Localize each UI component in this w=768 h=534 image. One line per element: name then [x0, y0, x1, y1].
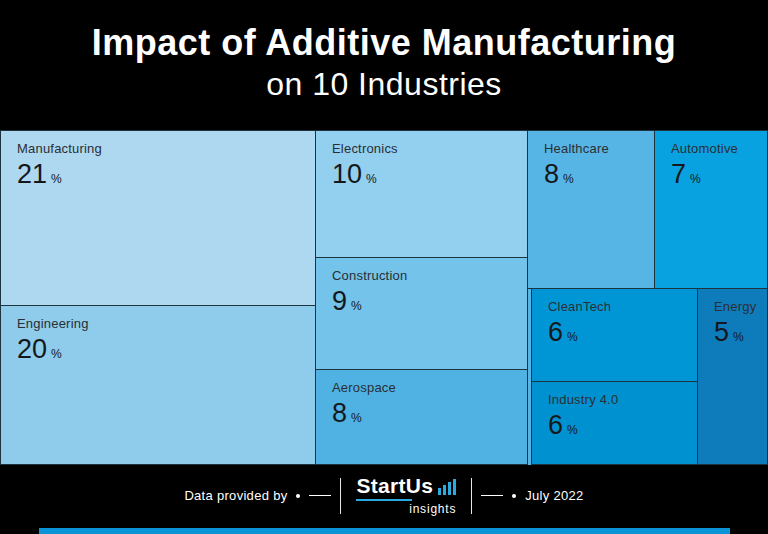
- treemap-cell-industry-40: Industry 4.0 6%: [531, 381, 698, 465]
- cell-value: 20%: [17, 336, 315, 363]
- connector-line: [309, 495, 331, 496]
- cell-value: 6%: [548, 412, 697, 439]
- page-title: Impact of Additive Manufacturing: [0, 23, 768, 63]
- cell-label: Engineering: [17, 316, 315, 331]
- treemap-cell-healthcare: Healthcare 8%: [527, 130, 655, 289]
- footer: Data provided by StartUs insights July 2…: [0, 465, 768, 534]
- logo-subtext: insights: [409, 502, 456, 516]
- bottom-accent-bar: [39, 528, 730, 534]
- treemap-cell-cleantech: CleanTech 6%: [531, 288, 698, 382]
- cell-label: CleanTech: [548, 299, 697, 314]
- treemap-cell-construction: Construction 9%: [315, 257, 528, 370]
- separator-line: [471, 478, 472, 514]
- cell-value: 8%: [544, 161, 654, 188]
- separator-line: [340, 478, 341, 514]
- cell-label: Aerospace: [332, 380, 527, 395]
- cell-label: Healthcare: [544, 141, 654, 156]
- cell-value: 8%: [332, 400, 527, 427]
- header: Impact of Additive Manufacturing on 10 I…: [0, 0, 768, 130]
- bullet-dot-icon: [296, 494, 300, 498]
- cell-label: Automotive: [671, 141, 767, 156]
- treemap-cell-electronics: Electronics 10%: [315, 130, 528, 258]
- cell-value: 7%: [671, 161, 767, 188]
- cell-label: Construction: [332, 268, 527, 283]
- treemap-cell-energy: Energy 5%: [697, 288, 768, 465]
- bar-chart-icon: [438, 479, 456, 496]
- logo-main: StartUs: [356, 475, 456, 496]
- treemap-cell-manufacturing: Manufacturing 21%: [0, 130, 316, 306]
- cell-label: Electronics: [332, 141, 527, 156]
- logo-wordmark: StartUs: [356, 475, 433, 496]
- date-label: July 2022: [525, 488, 583, 503]
- cell-value: 5%: [714, 319, 767, 346]
- cell-value: 6%: [548, 319, 697, 346]
- cell-label: Industry 4.0: [548, 392, 697, 407]
- treemap-chart: Manufacturing 21% Engineering 20% Electr…: [0, 130, 768, 465]
- bullet-dot-icon: [512, 494, 516, 498]
- treemap-cell-aerospace: Aerospace 8%: [315, 369, 528, 465]
- data-provided-by-label: Data provided by: [184, 488, 287, 503]
- cell-label: Manufacturing: [17, 141, 315, 156]
- cell-label: Energy: [714, 299, 767, 314]
- treemap-cell-automotive: Automotive 7%: [654, 130, 768, 289]
- page-subtitle: on 10 Industries: [0, 67, 768, 102]
- cell-value: 9%: [332, 288, 527, 315]
- treemap-cell-engineering: Engineering 20%: [0, 305, 316, 465]
- startus-insights-logo: StartUs insights: [356, 475, 456, 516]
- logo-underline: [356, 499, 412, 501]
- cell-value: 21%: [17, 161, 315, 188]
- cell-value: 10%: [332, 161, 527, 188]
- infographic-root: Impact of Additive Manufacturing on 10 I…: [0, 0, 768, 534]
- connector-line: [481, 495, 503, 496]
